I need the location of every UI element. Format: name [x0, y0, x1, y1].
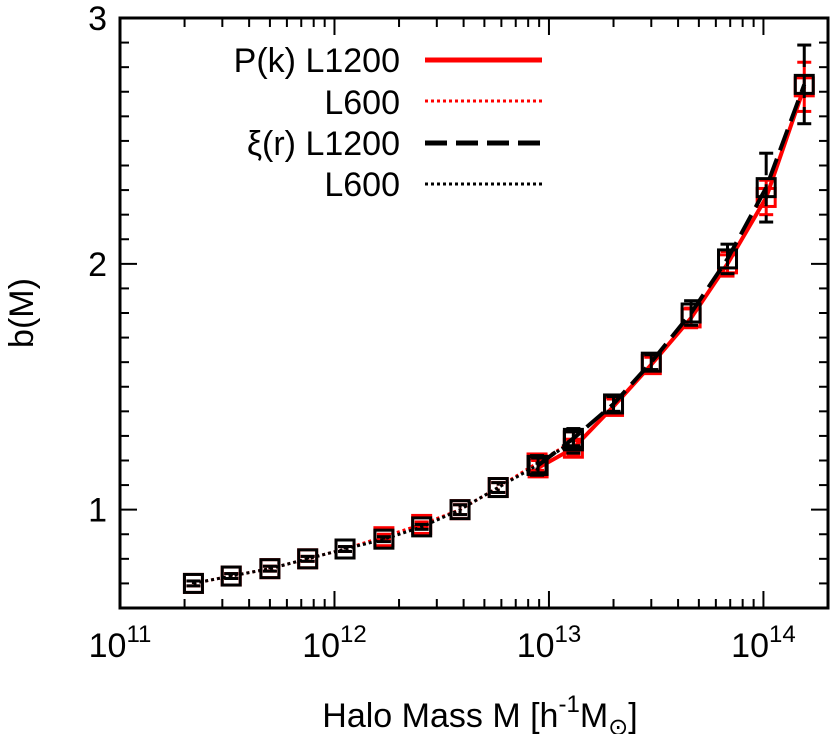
x-tick-label-base-0: 10: [89, 627, 127, 665]
series-3-marker-1: [220, 565, 242, 587]
x-axis-title-close: ]: [628, 697, 637, 734]
series-3-marker-0: [182, 572, 204, 594]
series-3-line: [193, 439, 575, 585]
series-3-marker-5: [373, 528, 395, 550]
series-2-marker-2: [603, 393, 625, 415]
y-tick-label-1: 2: [88, 246, 107, 284]
x-axis-title-sup: -1: [558, 691, 579, 718]
x-tick-label-1: 1012: [302, 621, 367, 665]
legend-label-0: P(k) L1200: [234, 42, 400, 80]
series-2-marker-3: [640, 351, 662, 373]
legend-label-2: ξ(r) L1200: [247, 125, 400, 163]
series-3-marker-10: [562, 430, 584, 452]
series-3-marker-2: [259, 558, 281, 580]
series-1: [182, 429, 584, 594]
series-3-marker-7: [449, 499, 471, 521]
x-axis-title-main: Halo Mass M [h: [322, 697, 558, 734]
series-1-line: [193, 439, 575, 585]
x-tick-label-2: 1013: [517, 621, 582, 665]
series-3: [182, 427, 584, 594]
x-tick-label-base-1: 10: [302, 627, 340, 665]
series-3-marker-6: [411, 516, 433, 538]
series-3-marker-9: [526, 454, 548, 476]
x-tick-label-0: 1011: [89, 621, 152, 665]
series-0: [527, 60, 815, 479]
legend-label-1: L600: [324, 84, 400, 122]
series-3-marker-3: [297, 548, 319, 570]
x-tick-label-3: 1014: [731, 621, 796, 665]
series-3-marker-8: [487, 477, 509, 499]
series-2-marker-6: [755, 177, 777, 199]
x-tick-label-base-2: 10: [517, 627, 555, 665]
x-axis-title: Halo Mass M [h-1M⊙]: [322, 691, 637, 734]
series-2-line: [536, 83, 807, 467]
y-tick-label-2: 3: [88, 0, 107, 38]
x-axis-title-sun: ⊙: [608, 714, 628, 734]
series-0-line: [537, 86, 807, 470]
series-3-marker-4: [334, 538, 356, 560]
x-tick-label-exp-2: 13: [555, 621, 582, 648]
y-axis-title: b(M): [3, 278, 41, 348]
series-2-marker-5: [717, 248, 739, 270]
x-tick-label-base-3: 10: [731, 627, 769, 665]
legend: P(k) L1200 L600 ξ(r) L1200 L600: [234, 42, 542, 204]
plot-frame: [118, 16, 830, 610]
legend-label-3: L600: [324, 166, 400, 204]
series-2: [527, 43, 815, 476]
x-axis-title-m: M: [580, 697, 608, 734]
plot-data-layer: [182, 43, 815, 594]
y-tick-label-0: 1: [88, 492, 107, 530]
x-tick-label-exp-1: 12: [340, 621, 367, 648]
series-2-marker-7: [793, 73, 815, 95]
x-tick-label-exp-3: 14: [769, 621, 796, 648]
series-2-marker-4: [680, 302, 702, 324]
x-tick-label-exp-0: 11: [126, 621, 151, 648]
